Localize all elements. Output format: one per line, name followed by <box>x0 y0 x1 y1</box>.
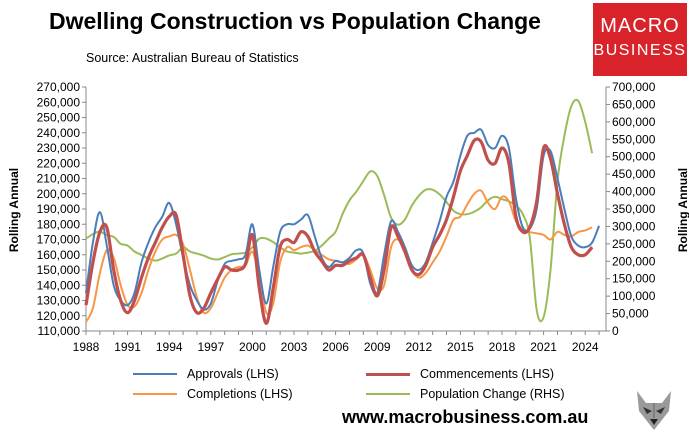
y-tick-label-right: 250,000 <box>612 237 656 251</box>
legend-swatch-approvals <box>133 373 177 375</box>
y-tick-label-left: 140,000 <box>37 278 81 292</box>
y-tick-label-left: 110,000 <box>38 324 81 338</box>
y-tick-label-right: 450,000 <box>612 167 656 181</box>
x-tick-label: 2000 <box>239 340 266 354</box>
legend-swatch-commencements <box>366 372 410 376</box>
y-tick-label-left: 190,000 <box>37 202 81 216</box>
y-tick-label-right: 300,000 <box>612 219 656 233</box>
x-tick-label: 2006 <box>322 340 349 354</box>
y-tick-label-left: 260,000 <box>37 95 81 109</box>
y-tick-label-right: 650,000 <box>612 97 656 111</box>
footer-url: www.macrobusiness.com.au <box>342 407 589 427</box>
y-tick-label-right: 150,000 <box>612 272 656 286</box>
y-tick-label-right: 350,000 <box>612 202 656 216</box>
logo-line-2: BUSINESS <box>593 42 687 59</box>
macrobusiness-logo: MACRO BUSINESS <box>593 3 687 76</box>
y-tick-label-right: 550,000 <box>612 132 656 146</box>
legend-label-completions: Completions (LHS) <box>187 387 293 401</box>
y-tick-label-left: 120,000 <box>37 309 81 323</box>
series-line-commencements-lhs <box>84 137 594 325</box>
x-tick-label: 2003 <box>281 340 308 354</box>
y-axis-label-right: Rolling Annual <box>676 168 689 252</box>
series-line-approvals-lhs <box>85 128 601 311</box>
legend-label-approvals: Approvals (LHS) <box>187 367 279 381</box>
y-tick-label-right: 700,000 <box>612 80 656 94</box>
y-tick-label-left: 230,000 <box>37 141 81 155</box>
y-tick-label-left: 200,000 <box>37 187 81 201</box>
y-tick-label-left: 170,000 <box>37 233 81 247</box>
y-tick-label-right: 0 <box>612 324 619 338</box>
y-tick-label-right: 500,000 <box>612 150 656 164</box>
y-tick-label-right: 400,000 <box>612 185 656 199</box>
y-tick-label-left: 250,000 <box>37 111 81 125</box>
legend-item-population: Population Change (RHS) <box>366 387 565 401</box>
x-tick-label: 2018 <box>489 340 516 354</box>
y-tick-label-left: 270,000 <box>37 80 81 94</box>
legend-swatch-population <box>366 393 410 395</box>
y-tick-label-right: 50,000 <box>612 307 649 321</box>
x-tick-label: 1991 <box>114 340 141 354</box>
y-axis-label-left: Rolling Annual <box>7 168 21 252</box>
wolf-logo-icon <box>637 391 671 430</box>
legend-item-completions: Completions (LHS) <box>133 387 293 401</box>
y-tick-label-right: 200,000 <box>612 254 656 268</box>
y-tick-label-left: 220,000 <box>37 156 81 170</box>
legend-label-commencements: Commencements (LHS) <box>420 367 555 381</box>
x-tick-label: 1994 <box>156 340 183 354</box>
legend-item-approvals: Approvals (LHS) <box>133 367 279 381</box>
legend-label-population: Population Change (RHS) <box>420 387 565 401</box>
axes: 270,000260,000250,000240,000230,000220,0… <box>37 80 656 354</box>
y-tick-label-left: 150,000 <box>37 263 81 277</box>
y-tick-label-right: 100,000 <box>612 289 656 303</box>
x-tick-label: 1997 <box>197 340 224 354</box>
y-tick-label-left: 180,000 <box>37 217 81 231</box>
chart-source: Source: Australian Bureau of Statistics <box>86 51 299 65</box>
x-tick-label: 1988 <box>73 340 100 354</box>
y-tick-label-left: 210,000 <box>37 172 81 186</box>
legend-item-commencements: Commencements (LHS) <box>366 367 554 381</box>
x-tick-label: 2024 <box>572 340 599 354</box>
x-tick-label: 2012 <box>405 340 432 354</box>
series-lines <box>84 98 601 325</box>
y-tick-label-left: 130,000 <box>37 294 81 308</box>
legend-swatch-completions <box>133 393 177 395</box>
x-tick-label: 2015 <box>447 340 474 354</box>
y-tick-label-left: 240,000 <box>37 126 81 140</box>
y-tick-label-left: 160,000 <box>37 248 81 262</box>
x-tick-label: 2009 <box>364 340 391 354</box>
y-tick-label-right: 600,000 <box>612 115 656 129</box>
chart-title: Dwelling Construction vs Population Chan… <box>49 8 541 34</box>
x-tick-label: 2021 <box>530 340 557 354</box>
logo-line-1: MACRO <box>600 15 680 37</box>
